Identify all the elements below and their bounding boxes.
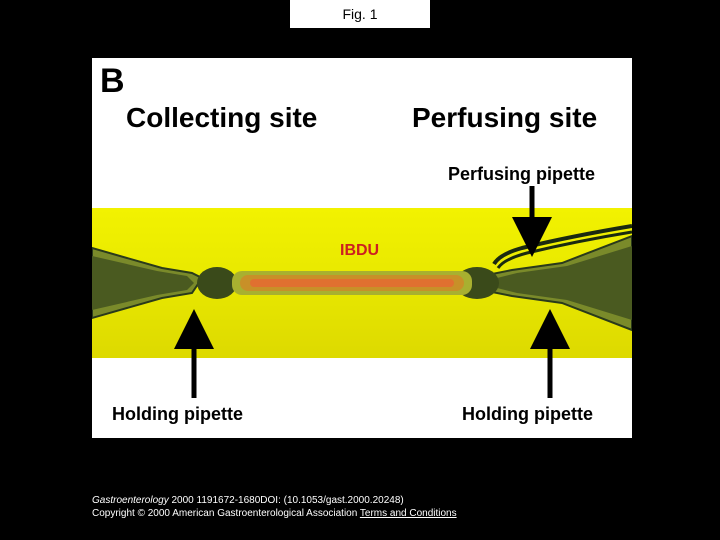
microscopy-svg (92, 208, 632, 358)
copyright-text: Copyright © 2000 American Gastroenterolo… (92, 508, 360, 519)
panel-letter: B (100, 62, 125, 101)
perfusing-pipette-label: Perfusing pipette (448, 164, 595, 185)
microscopy-band (92, 208, 632, 358)
figure-title-wrap: Fig. 1 (290, 0, 430, 28)
ibdu-label: IBDU (340, 242, 379, 260)
holding-pipette-right-label: Holding pipette (462, 404, 593, 425)
collecting-site-label: Collecting site (126, 102, 317, 134)
terms-link[interactable]: Terms and Conditions (360, 508, 457, 519)
figure-title: Fig. 1 (290, 0, 430, 28)
ibdu-core (250, 279, 454, 287)
perfusing-site-label: Perfusing site (412, 102, 597, 134)
citation-line: Gastroenterology 2000 1191672-1680DOI: (… (92, 494, 457, 507)
citation-text: 2000 1191672-1680DOI: (10.1053/gast.2000… (169, 495, 404, 506)
tissue-junction-left (197, 267, 237, 299)
holding-pipette-left-label: Holding pipette (112, 404, 243, 425)
journal-name: Gastroenterology (92, 495, 169, 506)
credits-block: Gastroenterology 2000 1191672-1680DOI: (… (92, 494, 457, 520)
copyright-line: Copyright © 2000 American Gastroenterolo… (92, 507, 457, 520)
figure-panel: B Collecting site Perfusing site Perfusi… (92, 58, 632, 438)
